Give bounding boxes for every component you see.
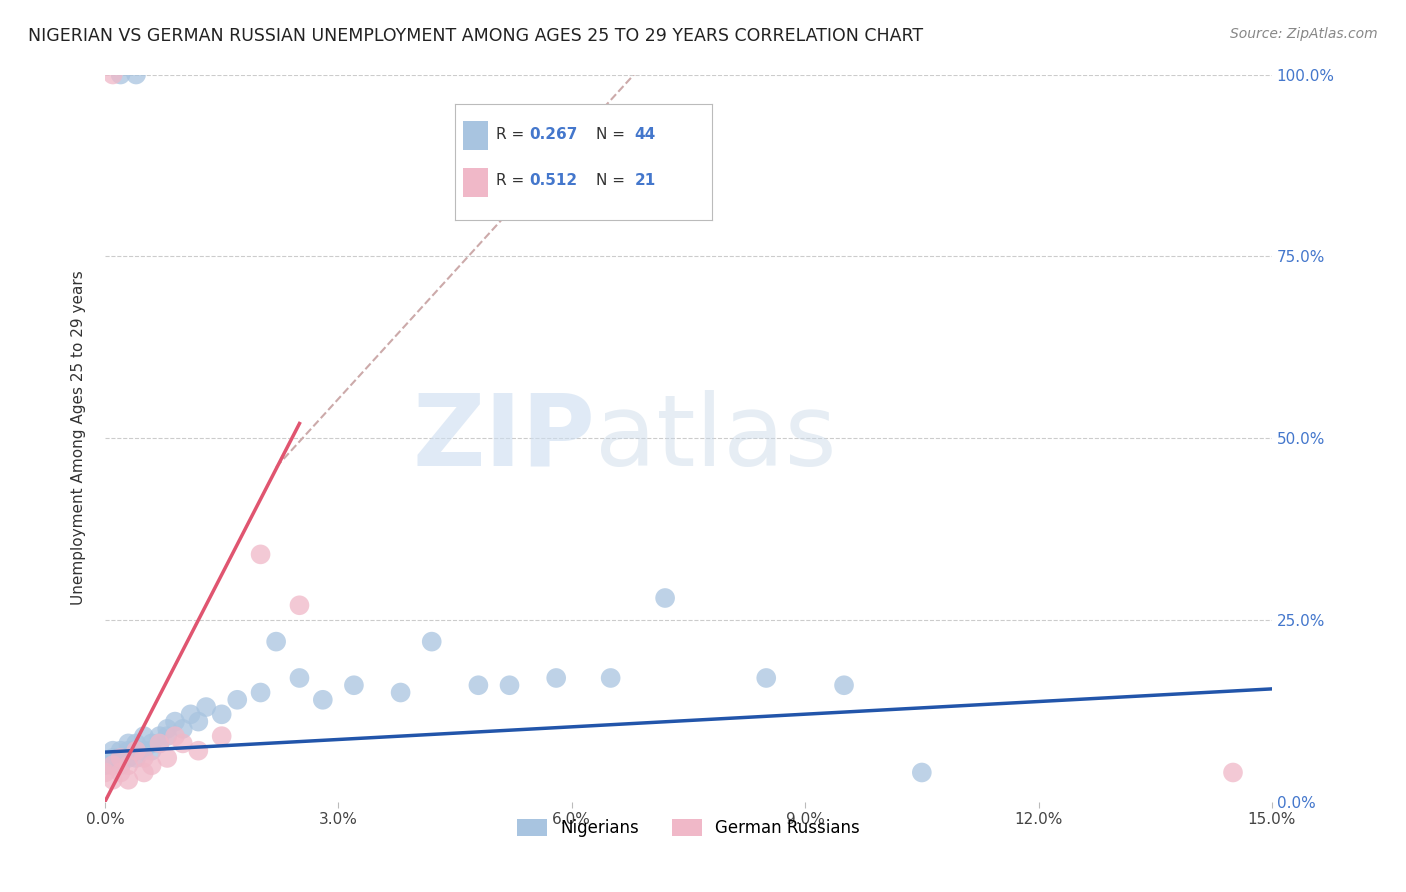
Point xyxy=(125,744,148,758)
Point xyxy=(94,758,117,772)
Point xyxy=(156,751,179,765)
Point xyxy=(498,678,520,692)
Point xyxy=(180,707,202,722)
Point xyxy=(110,751,132,765)
Point xyxy=(125,736,148,750)
Point xyxy=(467,678,489,692)
Point xyxy=(755,671,778,685)
Point xyxy=(125,751,148,765)
Point xyxy=(599,671,621,685)
Point xyxy=(101,744,124,758)
Point xyxy=(654,591,676,605)
Point xyxy=(132,765,155,780)
Point xyxy=(110,68,132,82)
Point xyxy=(148,736,170,750)
Point xyxy=(141,744,163,758)
Point xyxy=(101,758,124,772)
Text: NIGERIAN VS GERMAN RUSSIAN UNEMPLOYMENT AMONG AGES 25 TO 29 YEARS CORRELATION CH: NIGERIAN VS GERMAN RUSSIAN UNEMPLOYMENT … xyxy=(28,27,924,45)
Point xyxy=(832,678,855,692)
Point xyxy=(101,772,124,787)
Text: atlas: atlas xyxy=(595,390,837,486)
Point xyxy=(288,599,311,613)
Point xyxy=(312,693,335,707)
Point xyxy=(148,729,170,743)
Point xyxy=(110,758,132,772)
Point xyxy=(226,693,249,707)
Point xyxy=(172,736,194,750)
Point xyxy=(117,772,139,787)
Point xyxy=(389,685,412,699)
Point xyxy=(148,736,170,750)
Point xyxy=(141,758,163,772)
Point xyxy=(117,744,139,758)
Point xyxy=(101,68,124,82)
Point xyxy=(187,744,209,758)
Point xyxy=(117,751,139,765)
Point xyxy=(110,751,132,765)
Point xyxy=(343,678,366,692)
Point xyxy=(110,765,132,780)
Point xyxy=(117,736,139,750)
Point xyxy=(132,729,155,743)
Point xyxy=(125,744,148,758)
Point xyxy=(163,714,186,729)
Point xyxy=(195,700,218,714)
Point xyxy=(117,758,139,772)
Point xyxy=(156,729,179,743)
Point xyxy=(911,765,934,780)
Point xyxy=(1222,765,1244,780)
Point xyxy=(125,68,148,82)
Text: ZIP: ZIP xyxy=(412,390,595,486)
Point xyxy=(172,722,194,736)
Point xyxy=(94,765,117,780)
Point xyxy=(101,751,124,765)
Point xyxy=(288,671,311,685)
Point xyxy=(110,744,132,758)
Point xyxy=(187,714,209,729)
Point xyxy=(211,707,233,722)
Point xyxy=(132,744,155,758)
Point xyxy=(249,547,271,561)
Point xyxy=(156,722,179,736)
Text: Source: ZipAtlas.com: Source: ZipAtlas.com xyxy=(1230,27,1378,41)
Y-axis label: Unemployment Among Ages 25 to 29 years: Unemployment Among Ages 25 to 29 years xyxy=(72,270,86,606)
Point xyxy=(420,634,443,648)
Point xyxy=(141,736,163,750)
Point xyxy=(546,671,568,685)
Point xyxy=(264,634,287,648)
Point xyxy=(132,751,155,765)
Point xyxy=(249,685,271,699)
Point xyxy=(211,729,233,743)
Legend: Nigerians, German Russians: Nigerians, German Russians xyxy=(510,813,868,844)
Point xyxy=(163,729,186,743)
